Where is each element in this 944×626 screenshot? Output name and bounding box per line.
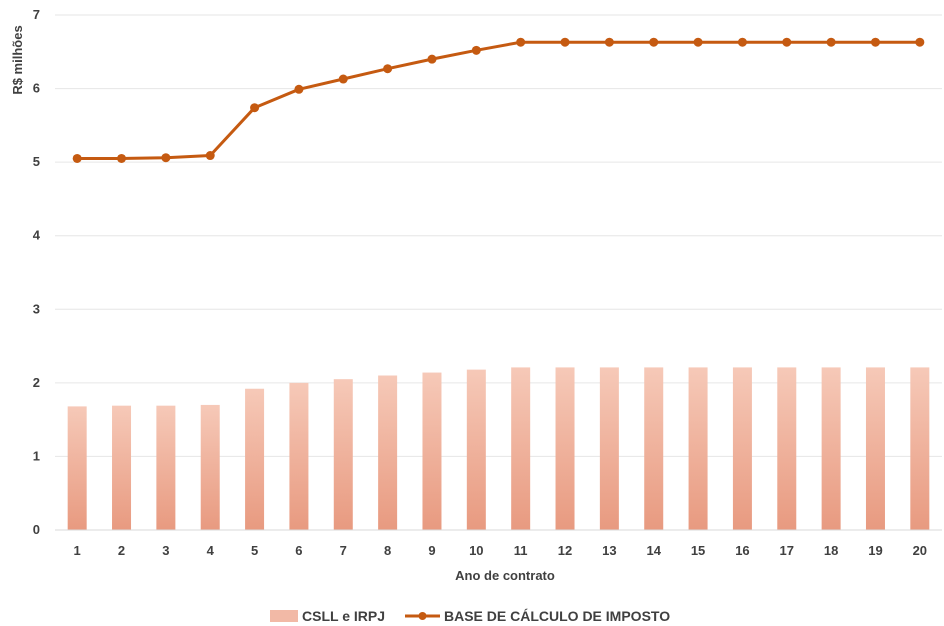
x-tick-label-12: 12 [558, 543, 572, 558]
bar-15 [688, 367, 708, 530]
y-tick-label-3: 3 [33, 301, 40, 316]
x-tick-label-6: 6 [295, 543, 302, 558]
line-point-9 [427, 54, 437, 64]
bar-1 [67, 406, 87, 530]
legend-label-csll-irpj: CSLL e IRPJ [302, 608, 385, 624]
line-point-6 [294, 84, 304, 94]
bar-18 [821, 367, 841, 530]
x-tick-label-20: 20 [913, 543, 927, 558]
x-tick-label-18: 18 [824, 543, 838, 558]
x-axis-title: Ano de contrato [455, 568, 555, 583]
x-tick-label-4: 4 [207, 543, 215, 558]
y-tick-label-4: 4 [33, 228, 41, 243]
x-axis-ticks: 1 2 3 4 5 6 7 8 9 10 11 12 13 14 15 16 17 18 19 20 [74, 543, 928, 558]
bar-11 [511, 367, 531, 530]
bar-14 [644, 367, 664, 530]
line-point-7 [338, 74, 348, 84]
x-tick-label-16: 16 [735, 543, 749, 558]
bar-3 [156, 405, 176, 530]
gridlines [55, 14, 942, 457]
x-tick-label-9: 9 [428, 543, 435, 558]
x-tick-label-1: 1 [74, 543, 81, 558]
line-series-base-calculo [72, 37, 925, 163]
line-point-17 [782, 37, 792, 47]
bar-5 [245, 388, 265, 530]
line-point-1 [72, 153, 82, 163]
bar-2 [112, 405, 132, 530]
line-point-15 [693, 37, 703, 47]
line-point-5 [250, 103, 260, 113]
x-tick-label-15: 15 [691, 543, 705, 558]
y-tick-label-6: 6 [33, 81, 40, 96]
bar-9 [422, 372, 442, 530]
y-tick-label-7: 7 [33, 7, 40, 22]
line-point-14 [649, 37, 659, 47]
bar-4 [200, 404, 220, 530]
x-tick-label-14: 14 [646, 543, 661, 558]
x-tick-label-13: 13 [602, 543, 616, 558]
x-tick-label-7: 7 [340, 543, 347, 558]
bar-20 [910, 367, 930, 530]
line-point-16 [737, 37, 747, 47]
y-tick-label-0: 0 [33, 522, 40, 537]
legend-swatch-base-marker [418, 612, 427, 620]
line-point-4 [205, 151, 215, 161]
x-tick-label-8: 8 [384, 543, 391, 558]
x-tick-label-3: 3 [162, 543, 169, 558]
x-tick-label-17: 17 [780, 543, 794, 558]
line-point-10 [471, 45, 481, 55]
line-point-13 [604, 37, 614, 47]
x-tick-label-5: 5 [251, 543, 258, 558]
bar-17 [777, 367, 797, 530]
x-tick-label-10: 10 [469, 543, 483, 558]
y-axis-ticks: 0 1 2 3 4 5 6 7 [33, 7, 41, 537]
bar-10 [466, 369, 486, 530]
line-point-18 [826, 37, 836, 47]
bar-series-csll-irpj [67, 367, 930, 530]
bar-13 [599, 367, 619, 530]
bar-19 [865, 367, 885, 530]
x-tick-label-19: 19 [868, 543, 882, 558]
legend: CSLL e IRPJ BASE DE CÁLCULO DE IMPOSTO [270, 608, 670, 624]
line-point-3 [161, 153, 171, 163]
line-point-11 [516, 37, 526, 47]
line-point-8 [383, 64, 393, 74]
y-axis-title: R$ milhões [10, 25, 25, 94]
bar-12 [555, 367, 575, 530]
line-point-2 [117, 153, 127, 163]
x-tick-label-2: 2 [118, 543, 125, 558]
line-path [77, 40, 920, 160]
y-tick-label-5: 5 [33, 154, 40, 169]
bar-16 [732, 367, 752, 530]
x-tick-label-11: 11 [514, 543, 528, 558]
line-point-19 [870, 37, 880, 47]
legend-label-base-calculo: BASE DE CÁLCULO DE IMPOSTO [444, 608, 670, 624]
y-tick-label-2: 2 [33, 375, 40, 390]
line-point-20 [915, 37, 925, 47]
legend-swatch-csll-irpj [270, 610, 298, 622]
y-tick-label-1: 1 [33, 448, 40, 463]
line-point-12 [560, 37, 570, 47]
bar-8 [378, 375, 398, 530]
bar-7 [333, 379, 353, 530]
bar-6 [289, 382, 309, 530]
